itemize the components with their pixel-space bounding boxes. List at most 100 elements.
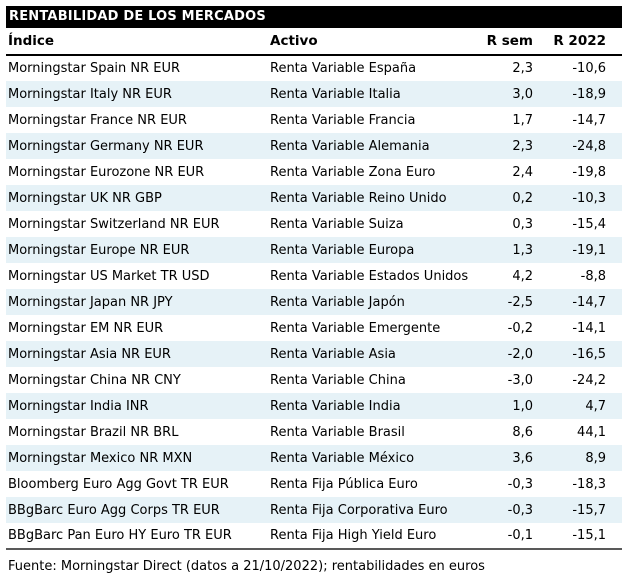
r2022-cell: -14,1 xyxy=(572,320,606,336)
r2022-cell: -19,1 xyxy=(572,242,606,258)
r2022-cell: 44,1 xyxy=(577,424,606,440)
activo-cell: Renta Variable México xyxy=(270,450,415,466)
column-header-indice: Índice xyxy=(6,28,268,56)
rsem-cell: 0,2 xyxy=(512,190,533,206)
activo-cell: Renta Variable España xyxy=(270,61,417,76)
index-cell: Morningstar Switzerland NR EUR xyxy=(8,216,220,232)
activo-cell: Renta Fija High Yield Euro xyxy=(270,528,437,543)
table-header: Índice Activo R sem R 2022 xyxy=(6,28,622,56)
r2022-cell: -14,7 xyxy=(572,294,606,310)
index-cell: Morningstar Japan NR JPY xyxy=(8,294,173,310)
r2022-cell: -15,7 xyxy=(572,502,606,518)
table-row: Morningstar US Market TR USD Renta Varia… xyxy=(6,263,622,289)
header-row: Índice Activo R sem R 2022 xyxy=(6,28,622,56)
table-row: Morningstar China NR CNY Renta Variable … xyxy=(6,367,622,393)
r2022-cell: -15,1 xyxy=(572,528,606,543)
table-row: Morningstar EM NR EUR Renta Variable Eme… xyxy=(6,315,622,341)
activo-cell: Renta Variable India xyxy=(270,398,401,414)
rsem-cell: -0,1 xyxy=(507,528,533,543)
r2022-cell: 8,9 xyxy=(585,450,606,466)
rsem-cell: -2,0 xyxy=(507,346,533,362)
activo-cell: Renta Variable Europa xyxy=(270,242,415,258)
rsem-cell: 1,0 xyxy=(512,398,533,414)
table-row: Morningstar Italy NR EUR Renta Variable … xyxy=(6,81,622,107)
table-row: Morningstar Mexico NR MXN Renta Variable… xyxy=(6,445,622,471)
rsem-cell: 2,3 xyxy=(512,61,533,76)
table-row: Morningstar Japan NR JPY Renta Variable … xyxy=(6,289,622,315)
activo-cell: Renta Variable Estados Unidos xyxy=(270,268,469,284)
table-row: Morningstar India INR Renta Variable Ind… xyxy=(6,393,622,419)
table-row: Morningstar Germany NR EUR Renta Variabl… xyxy=(6,133,622,159)
page-title: RENTABILIDAD DE LOS MERCADOS xyxy=(9,9,266,24)
activo-cell: Renta Variable Brasil xyxy=(270,424,405,440)
activo-cell: Renta Variable Reino Unido xyxy=(270,190,447,206)
rsem-cell: -0,3 xyxy=(507,476,533,492)
rsem-cell: -2,5 xyxy=(507,294,533,310)
r2022-cell: -10,6 xyxy=(572,61,606,76)
activo-cell: Renta Variable Suiza xyxy=(270,216,404,232)
table-row: BBgBarc Euro Agg Corps TR EUR Renta Fija… xyxy=(6,497,622,523)
r2022-cell: -8,8 xyxy=(580,268,606,284)
r2022-cell: -10,3 xyxy=(572,190,606,206)
index-cell: Morningstar US Market TR USD xyxy=(8,268,210,284)
source-footnote: Fuente: Morningstar Direct (datos a 21/1… xyxy=(8,559,485,574)
activo-cell: Renta Variable Zona Euro xyxy=(270,164,436,180)
index-cell: Morningstar Italy NR EUR xyxy=(8,86,172,102)
index-cell: BBgBarc Pan Euro HY Euro TR EUR xyxy=(8,528,232,543)
rsem-cell: 1,7 xyxy=(512,112,533,128)
table-row: Bloomberg Euro Agg Govt TR EUR Renta Fij… xyxy=(6,471,622,497)
rsem-cell: 2,4 xyxy=(512,164,533,180)
rsem-cell: 3,6 xyxy=(512,450,533,466)
rsem-cell: 2,3 xyxy=(512,138,533,154)
rsem-cell: -3,0 xyxy=(507,372,533,388)
index-cell: Morningstar India INR xyxy=(8,398,149,414)
table-body: Morningstar Spain NR EUR Renta Variable … xyxy=(6,55,622,549)
rsem-cell: 4,2 xyxy=(512,268,533,284)
rsem-cell: 8,6 xyxy=(512,424,533,440)
activo-cell: Renta Variable Francia xyxy=(270,112,416,128)
activo-cell: Renta Variable Italia xyxy=(270,86,401,102)
column-header-rsem: R sem xyxy=(483,28,533,56)
r2022-cell: -24,8 xyxy=(572,138,606,154)
column-header-r2022: R 2022 xyxy=(533,28,622,56)
activo-cell: Renta Fija Pública Euro xyxy=(270,476,418,492)
r2022-cell: -24,2 xyxy=(572,372,606,388)
table-row: Morningstar Eurozone NR EUR Renta Variab… xyxy=(6,159,622,185)
r2022-cell: 4,7 xyxy=(585,398,606,414)
index-cell: Bloomberg Euro Agg Govt TR EUR xyxy=(8,476,229,492)
markets-returns-table: Índice Activo R sem R 2022 Morningstar S… xyxy=(6,28,622,550)
table-row: Morningstar Spain NR EUR Renta Variable … xyxy=(6,55,622,81)
table-row: Morningstar UK NR GBP Renta Variable Rei… xyxy=(6,185,622,211)
activo-cell: Renta Variable Emergente xyxy=(270,320,441,336)
rsem-cell: -0,2 xyxy=(507,320,533,336)
rsem-cell: -0,3 xyxy=(507,502,533,518)
index-cell: Morningstar EM NR EUR xyxy=(8,320,164,336)
index-cell: Morningstar Europe NR EUR xyxy=(8,242,190,258)
rsem-cell: 1,3 xyxy=(512,242,533,258)
r2022-cell: -15,4 xyxy=(572,216,606,232)
index-cell: Morningstar Eurozone NR EUR xyxy=(8,164,205,180)
index-cell: BBgBarc Euro Agg Corps TR EUR xyxy=(8,502,220,518)
index-cell: Morningstar Brazil NR BRL xyxy=(8,424,179,440)
table-row: Morningstar Asia NR EUR Renta Variable A… xyxy=(6,341,622,367)
column-header-activo: Activo xyxy=(268,28,483,56)
r2022-cell: -14,7 xyxy=(572,112,606,128)
activo-cell: Renta Variable China xyxy=(270,372,406,388)
rsem-cell: 0,3 xyxy=(512,216,533,232)
table-row: BBgBarc Pan Euro HY Euro TR EUR Renta Fi… xyxy=(6,523,622,549)
activo-cell: Renta Variable Japón xyxy=(270,294,405,310)
index-cell: Morningstar Mexico NR MXN xyxy=(8,450,193,466)
activo-cell: Renta Variable Asia xyxy=(270,346,396,362)
table-row: Morningstar Switzerland NR EUR Renta Var… xyxy=(6,211,622,237)
table-row: Morningstar France NR EUR Renta Variable… xyxy=(6,107,622,133)
r2022-cell: -16,5 xyxy=(572,346,606,362)
rsem-cell: 3,0 xyxy=(512,86,533,102)
index-cell: Morningstar UK NR GBP xyxy=(8,190,162,206)
index-cell: Morningstar Asia NR EUR xyxy=(8,346,171,362)
index-cell: Morningstar Spain NR EUR xyxy=(8,61,181,76)
table-row: Morningstar Brazil NR BRL Renta Variable… xyxy=(6,419,622,445)
activo-cell: Renta Variable Alemania xyxy=(270,138,430,154)
r2022-cell: -19,8 xyxy=(572,164,606,180)
index-cell: Morningstar France NR EUR xyxy=(8,112,187,128)
